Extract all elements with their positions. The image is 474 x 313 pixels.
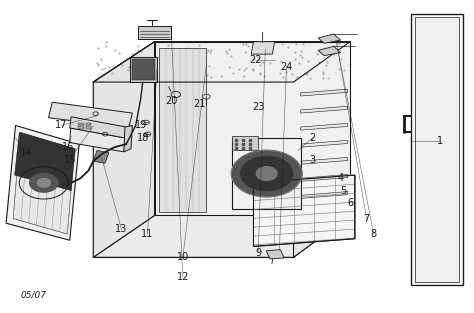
Text: 2: 2 [309,133,316,143]
Text: 1: 1 [437,136,443,146]
Bar [78,126,84,129]
Polygon shape [132,59,155,80]
Text: 11: 11 [141,229,154,239]
Polygon shape [93,42,350,82]
Text: 10: 10 [177,252,189,262]
Polygon shape [254,175,355,246]
Polygon shape [15,132,75,191]
Text: 16: 16 [62,142,74,152]
Polygon shape [318,34,341,43]
Text: 5: 5 [340,186,346,196]
Text: 21: 21 [193,99,206,109]
Polygon shape [159,48,206,212]
Polygon shape [266,249,284,259]
Polygon shape [301,140,348,147]
Text: 7: 7 [364,213,370,223]
Text: 8: 8 [371,229,377,239]
Polygon shape [301,89,348,96]
Polygon shape [93,215,350,257]
Polygon shape [93,82,293,257]
Polygon shape [155,42,350,215]
Text: 12: 12 [177,273,189,283]
Polygon shape [318,46,341,56]
Bar [78,123,84,126]
Text: 15: 15 [64,155,76,165]
Polygon shape [301,106,348,113]
Text: 3: 3 [310,155,316,165]
Text: 6: 6 [347,198,353,208]
Circle shape [256,167,277,180]
Polygon shape [6,126,79,240]
Polygon shape [74,121,93,132]
Polygon shape [301,174,348,181]
Text: 17: 17 [55,121,67,131]
Polygon shape [232,138,301,209]
Polygon shape [251,42,275,54]
Text: 4: 4 [337,173,344,183]
Circle shape [231,150,302,197]
Text: 24: 24 [280,62,292,72]
Polygon shape [70,128,125,152]
Text: 9: 9 [255,248,261,258]
Polygon shape [301,192,348,198]
Polygon shape [301,123,348,130]
Polygon shape [93,42,155,257]
Text: 20: 20 [165,96,177,106]
Bar [86,126,91,129]
Polygon shape [232,136,258,150]
Text: 23: 23 [252,102,264,112]
Circle shape [37,178,50,187]
Polygon shape [93,150,109,163]
Circle shape [30,174,58,192]
Polygon shape [124,126,132,152]
Text: 05/07: 05/07 [20,291,46,300]
Bar [86,123,91,126]
Polygon shape [129,57,157,82]
Circle shape [241,156,292,191]
Polygon shape [301,157,348,164]
Text: 18: 18 [137,133,149,143]
Polygon shape [138,26,171,38]
Polygon shape [70,117,126,138]
Polygon shape [415,17,459,282]
Text: 19: 19 [135,121,147,131]
Polygon shape [48,102,132,128]
Text: 13: 13 [116,224,128,234]
Polygon shape [13,132,74,234]
Text: 22: 22 [250,55,262,65]
Text: 14: 14 [20,148,32,158]
Polygon shape [411,14,463,285]
Polygon shape [293,42,350,257]
